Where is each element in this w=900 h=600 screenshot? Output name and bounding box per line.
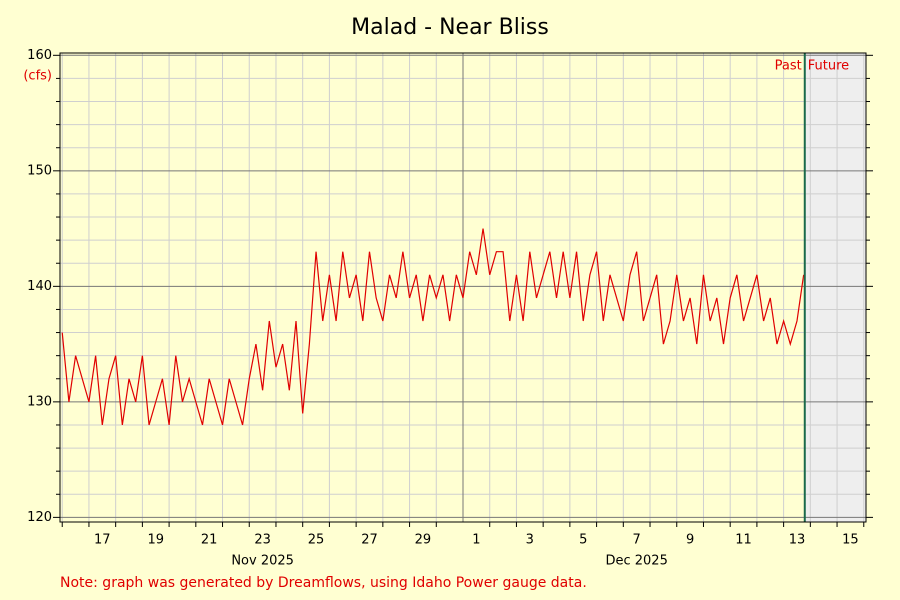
x-tick-label: 5 xyxy=(579,533,587,548)
x-tick-label: 13 xyxy=(789,533,806,548)
x-tick-label: 7 xyxy=(633,533,641,548)
y-tick-label: 160 xyxy=(27,48,52,63)
month-label: Dec 2025 xyxy=(605,554,667,569)
x-tick-label: 1 xyxy=(472,533,480,548)
chart-title: Malad - Near Bliss xyxy=(351,15,549,40)
x-tick-label: 29 xyxy=(415,533,432,548)
x-tick-label: 15 xyxy=(842,533,859,548)
y-tick-label: 120 xyxy=(27,510,52,525)
x-tick-label: 21 xyxy=(201,533,218,548)
x-tick-label: 3 xyxy=(526,533,534,548)
y-tick-label: 130 xyxy=(27,394,52,409)
y-tick-label: 150 xyxy=(27,163,52,178)
x-tick-label: 25 xyxy=(308,533,325,548)
future-label: Future xyxy=(808,59,849,74)
x-tick-label: 27 xyxy=(361,533,378,548)
x-tick-label: 23 xyxy=(254,533,271,548)
plot-frame xyxy=(59,52,867,523)
past-label: Past xyxy=(775,59,802,74)
footnote: Note: graph was generated by Dreamflows,… xyxy=(60,575,587,591)
future-region xyxy=(804,53,866,522)
x-tick-label: 11 xyxy=(735,533,752,548)
x-tick-label: 17 xyxy=(94,533,111,548)
y-tick-label: 140 xyxy=(27,279,52,294)
x-tick-label: 9 xyxy=(686,533,694,548)
month-label: Nov 2025 xyxy=(231,554,294,569)
y-axis-label: (cfs) xyxy=(23,69,52,84)
x-tick-label: 19 xyxy=(147,533,164,548)
data-line xyxy=(61,228,805,426)
